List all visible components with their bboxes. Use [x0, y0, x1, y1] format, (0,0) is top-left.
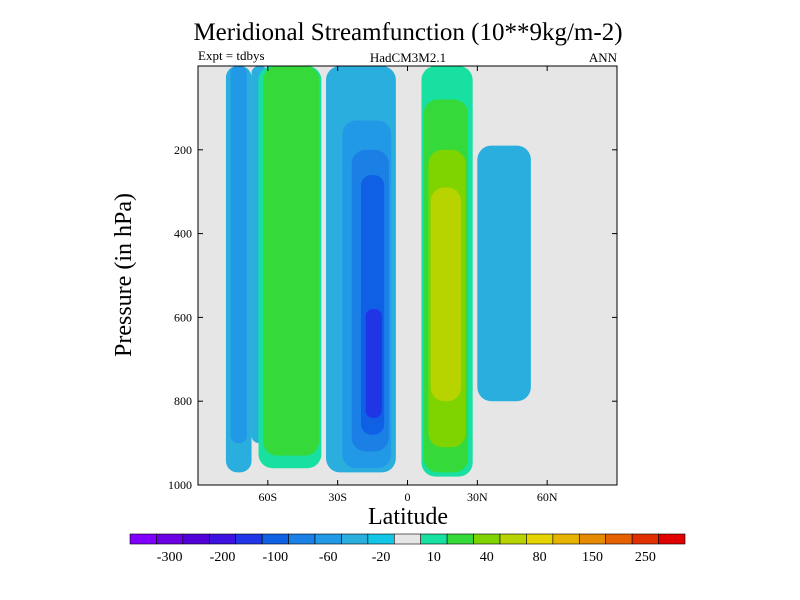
x-tick-label-0: 60S	[258, 490, 277, 504]
colorbar-swatch-11	[420, 533, 448, 545]
y-tick-label-3: 800	[174, 394, 192, 408]
x-axis: 60S 30S 0 30N 60N	[258, 66, 558, 504]
colorbar-swatch-16	[552, 533, 580, 545]
y-tick-label-0: 200	[174, 143, 192, 157]
colorbar-label-3: -60	[319, 550, 338, 565]
contour-region-9	[365, 309, 382, 418]
colorbar-swatch-3	[208, 533, 237, 545]
colorbar-swatch-7	[314, 533, 342, 545]
plot-area	[197, 65, 618, 486]
colorbar-swatch-13	[473, 533, 501, 545]
subtitle-left: Expt = tdbys	[198, 48, 265, 63]
colorbar-swatch-9	[367, 533, 395, 545]
x-tick-label-1: 30S	[328, 490, 347, 504]
x-tick-label-4: 60N	[537, 490, 558, 504]
colorbar-label-6: 40	[480, 550, 494, 565]
colorbar: -300 -200 -100 -60 -20 10 40 80 150 250	[129, 533, 686, 565]
colorbar-swatch-15	[526, 533, 554, 545]
colorbar-swatch-12	[446, 533, 474, 545]
colorbar-label-7: 80	[533, 550, 547, 565]
y-axis: 200 400 600 800 1000	[168, 143, 617, 492]
contour-region-4	[263, 66, 320, 456]
colorbar-swatch-10	[393, 533, 422, 545]
colorbar-label-0: -300	[157, 550, 183, 565]
contour-regions	[225, 66, 531, 477]
colorbar-swatch-5	[261, 533, 289, 545]
colorbar-swatch-0	[129, 533, 157, 545]
colorbar-swatch-6	[288, 533, 316, 545]
x-axis-label: Latitude	[368, 504, 448, 530]
colorbar-swatch-4	[235, 533, 263, 545]
contour-region-14	[477, 145, 531, 402]
chart-title: Meridional Streamfunction (10**9kg/m-2)	[193, 19, 622, 46]
colorbar-label-1: -200	[210, 550, 236, 565]
y-tick-label-1: 400	[174, 227, 192, 241]
colorbar-swatch-14	[499, 533, 527, 545]
colorbar-label-4: -20	[372, 550, 391, 565]
contour-region-1	[230, 66, 247, 444]
colorbar-swatch-17	[578, 533, 607, 545]
colorbar-swatch-2	[182, 533, 210, 545]
y-axis-label: Pressure (in hPa)	[111, 193, 137, 357]
colorbar-swatch-20	[658, 533, 686, 545]
subtitle-right: ANN	[589, 50, 618, 65]
subtitle-center: HadCM3M2.1	[370, 50, 446, 65]
x-tick-label-3: 30N	[467, 490, 488, 504]
contour-region-13	[430, 187, 462, 402]
colorbar-swatch-18	[605, 533, 633, 545]
y-tick-label-2: 600	[174, 310, 192, 324]
colorbar-label-5: 10	[427, 550, 441, 565]
colorbar-swatch-1	[156, 533, 184, 545]
colorbar-label-9: 250	[635, 550, 656, 565]
colorbar-label-2: -100	[263, 550, 289, 565]
x-tick-label-2: 0	[405, 490, 411, 504]
colorbar-swatch-8	[341, 533, 369, 545]
colorbar-label-8: 150	[582, 550, 603, 565]
y-tick-label-4: 1000	[168, 478, 192, 492]
colorbar-swatch-19	[631, 533, 659, 545]
